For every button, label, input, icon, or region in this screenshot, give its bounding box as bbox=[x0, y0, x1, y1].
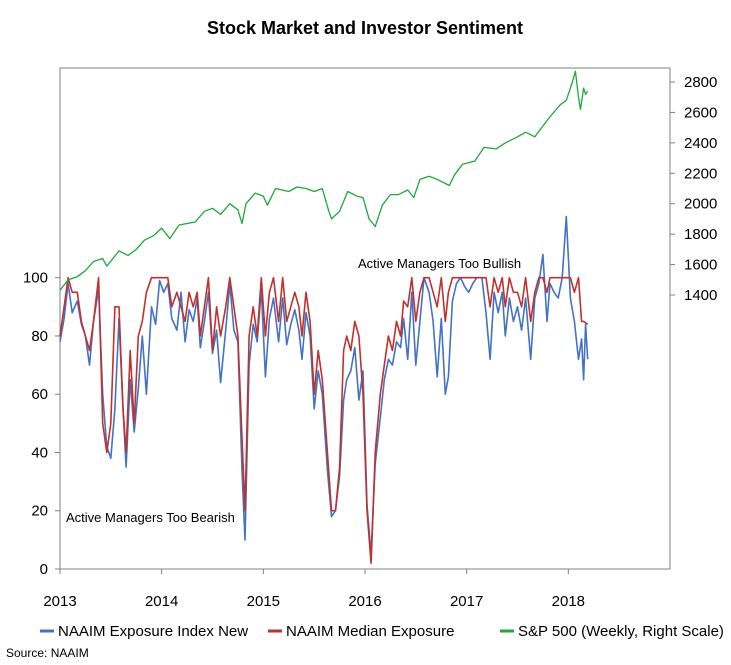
right-y-axis: 1400 1600 1800 2000 2200 2400 2600 2800 bbox=[670, 74, 717, 304]
x-tick-label: 2014 bbox=[145, 593, 178, 610]
left-tick-label: 40 bbox=[31, 444, 48, 461]
right-tick-label: 1800 bbox=[684, 226, 717, 243]
series-line-naaim-exposure-index-new bbox=[59, 215, 589, 556]
right-tick-label: 2600 bbox=[684, 104, 717, 121]
legend-label: S&P 500 (Weekly, Right Scale) bbox=[518, 623, 724, 640]
x-tick-label: 2017 bbox=[450, 593, 483, 610]
left-tick-label: 80 bbox=[31, 328, 48, 345]
left-y-axis: 0 20 40 60 80 100 bbox=[23, 270, 60, 578]
source-note: Source: NAAIM bbox=[6, 646, 89, 660]
legend: NAAIM Exposure Index New NAAIM Median Exp… bbox=[40, 623, 724, 640]
right-tick-label: 2800 bbox=[684, 74, 717, 91]
annotation-too-bullish: Active Managers Too Bullish bbox=[358, 256, 521, 271]
x-axis: 2013 2014 2015 2016 2017 2018 bbox=[43, 569, 585, 610]
x-tick-label: 2018 bbox=[552, 593, 585, 610]
chart-title: Stock Market and Investor Sentiment bbox=[207, 18, 523, 38]
x-tick-label: 2015 bbox=[247, 593, 280, 610]
right-tick-label: 2000 bbox=[684, 196, 717, 213]
right-tick-label: 2400 bbox=[684, 135, 717, 152]
right-tick-label: 2200 bbox=[684, 165, 717, 182]
series-layer bbox=[59, 70, 589, 565]
annotation-too-bearish: Active Managers Too Bearish bbox=[66, 510, 235, 525]
legend-label: NAAIM Exposure Index New bbox=[58, 623, 248, 640]
legend-label: NAAIM Median Exposure bbox=[286, 623, 454, 640]
left-tick-label: 0 bbox=[40, 561, 48, 578]
right-tick-label: 1400 bbox=[684, 287, 717, 304]
series-line-naaim-median-exposure bbox=[59, 276, 589, 565]
left-tick-label: 100 bbox=[23, 270, 48, 287]
left-tick-label: 20 bbox=[31, 503, 48, 520]
x-tick-label: 2013 bbox=[43, 593, 76, 610]
left-tick-label: 60 bbox=[31, 386, 48, 403]
right-tick-label: 1600 bbox=[684, 257, 717, 274]
series-line-s-p-500-weekly-right-scale bbox=[59, 70, 589, 291]
x-tick-label: 2016 bbox=[348, 593, 381, 610]
